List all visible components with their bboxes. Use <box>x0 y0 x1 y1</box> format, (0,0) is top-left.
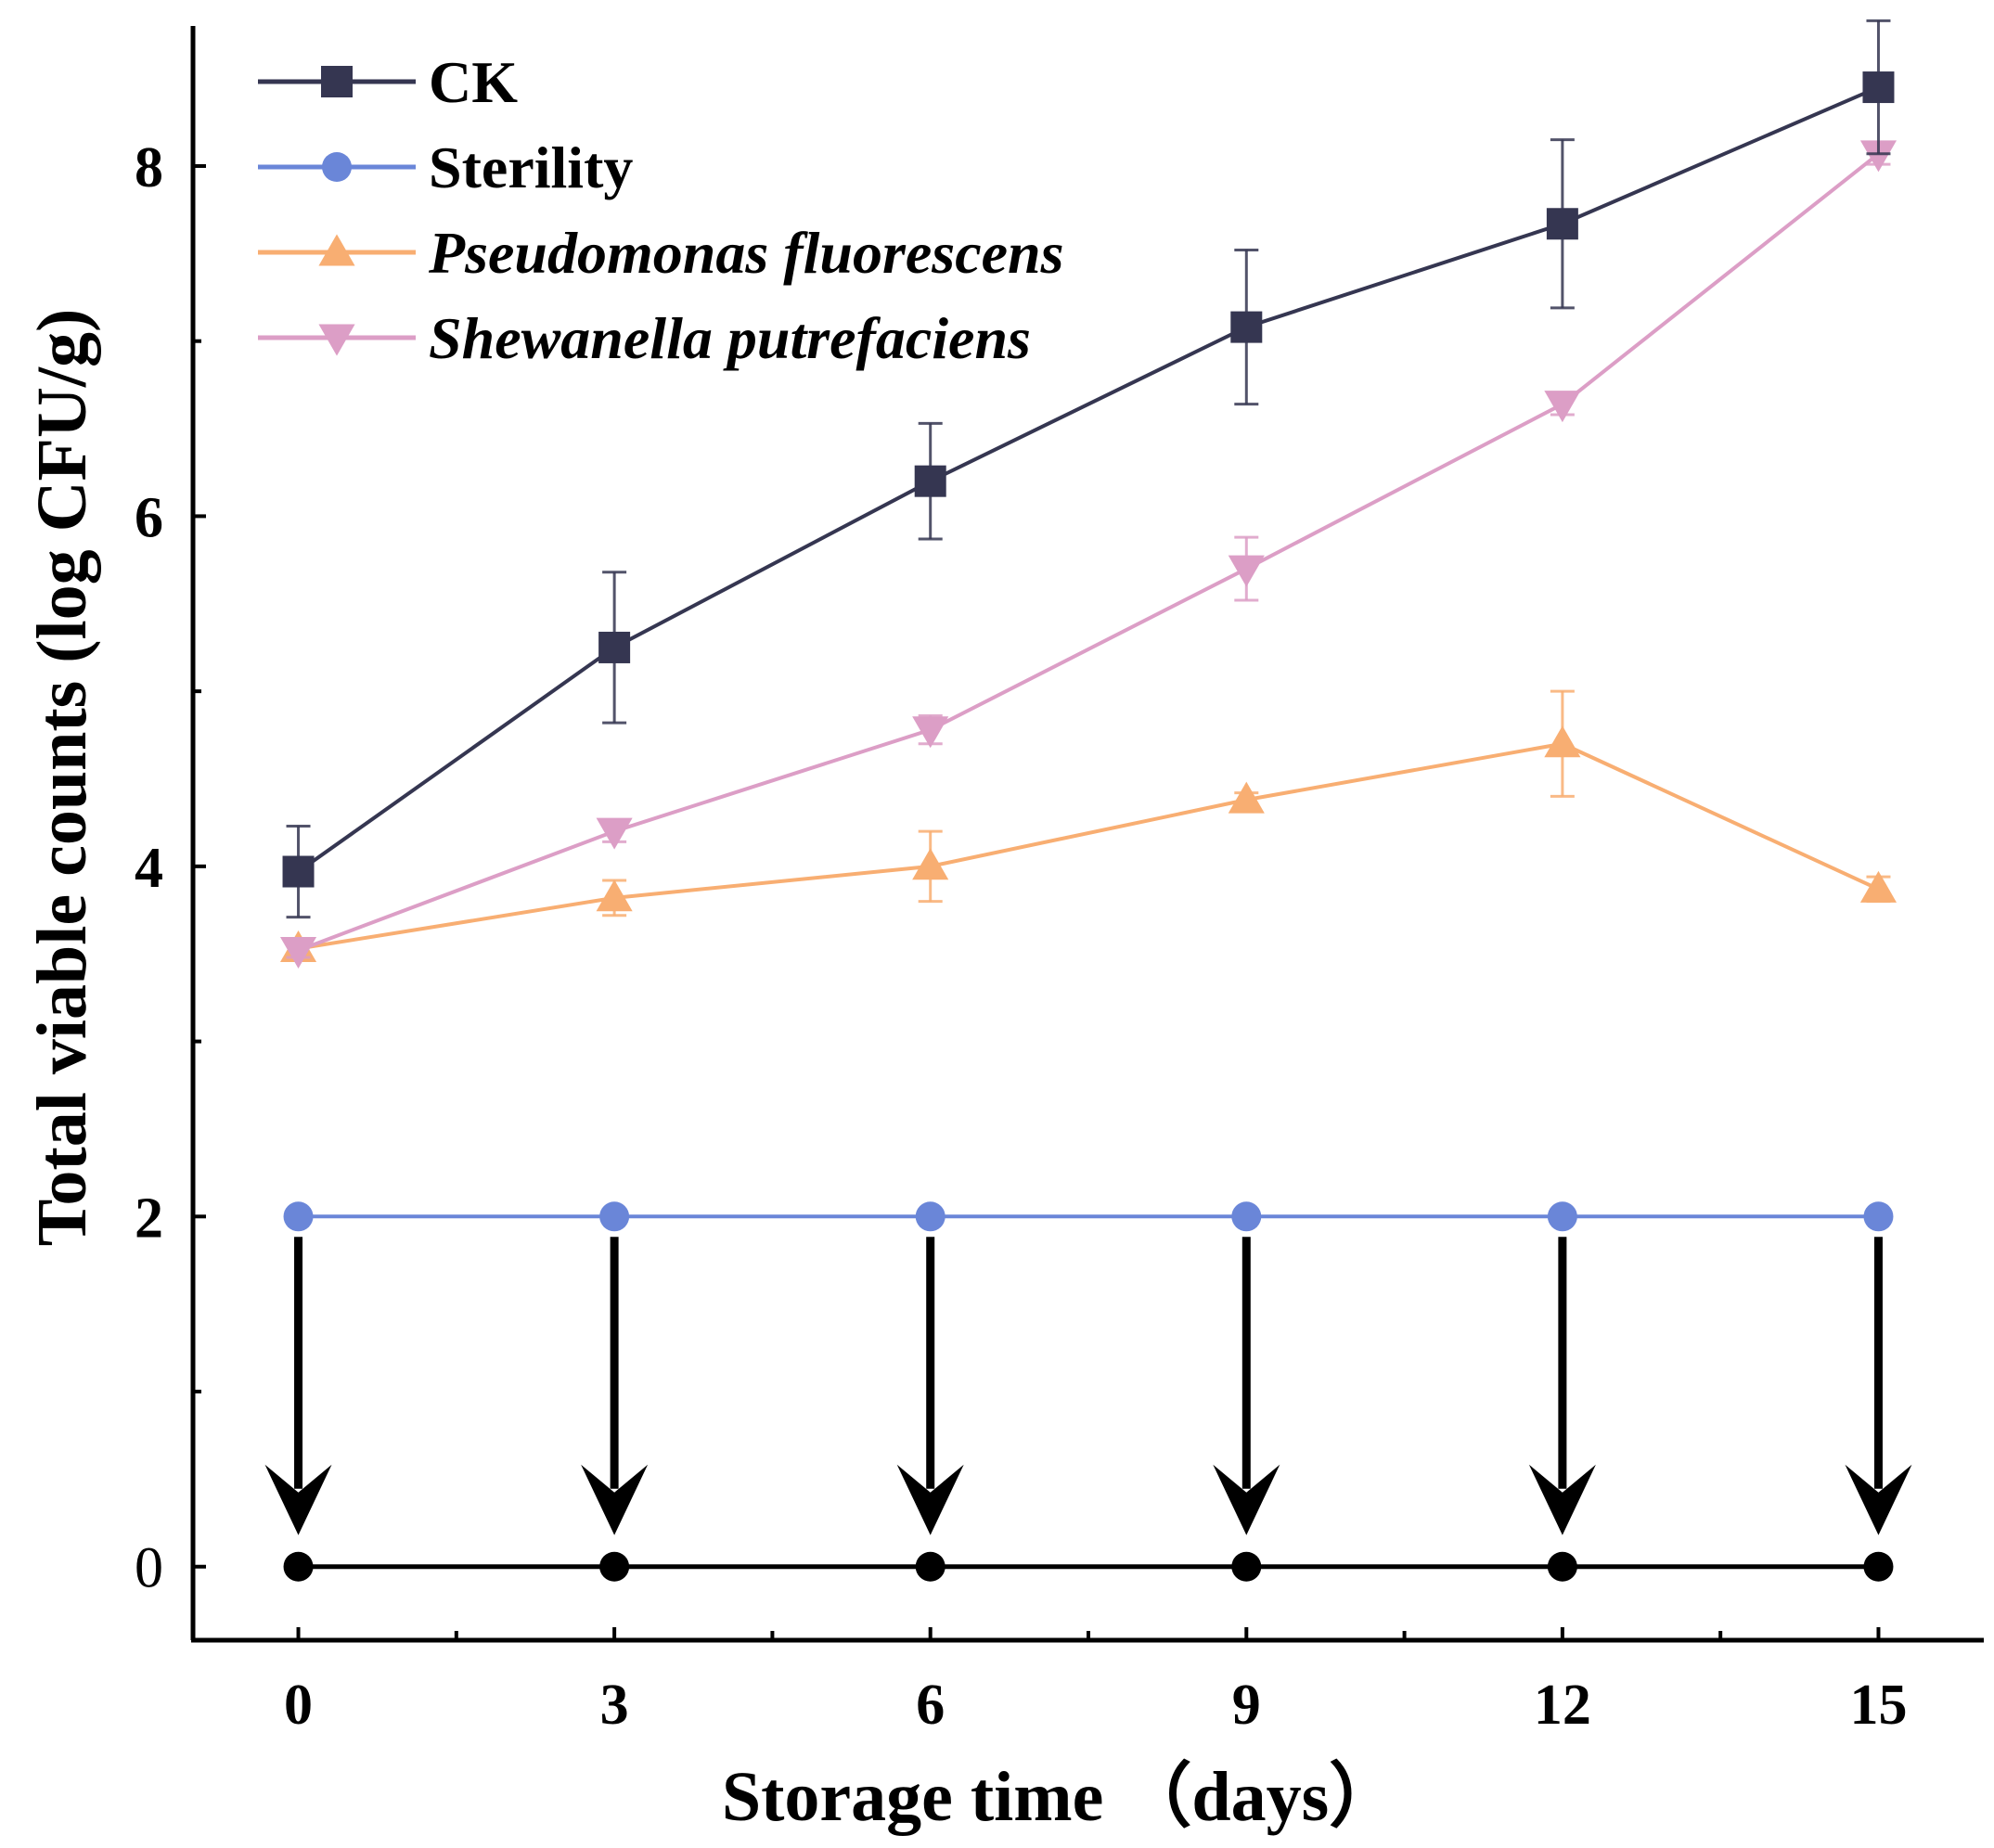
y-tick-label: 4 <box>135 837 163 900</box>
data-point <box>596 817 633 850</box>
legend-item: Sterility <box>258 135 633 200</box>
data-point <box>1228 781 1265 814</box>
zero-line-layer <box>283 1551 1894 1582</box>
arrow-head <box>1528 1464 1596 1535</box>
arrow <box>1213 1237 1280 1535</box>
series-line-shewanella-putrefaciens <box>297 152 1880 953</box>
arrow <box>264 1237 332 1535</box>
arrow-head <box>896 1464 964 1535</box>
arrow <box>1845 1237 1912 1535</box>
legend-marker <box>321 66 353 97</box>
data-point <box>1230 311 1263 343</box>
legend-label: Sterility <box>429 135 633 200</box>
series-line-pseudomonas-fluorescens <box>298 741 1880 951</box>
y-axis-title: Total viable counts (log CFU/g) <box>23 309 101 1247</box>
series-shewanella-putrefaciens <box>279 140 1898 969</box>
legend-marker <box>318 234 355 266</box>
series-layer <box>279 19 1898 1232</box>
zero-point <box>1547 1551 1577 1582</box>
legend-item: CK <box>258 49 518 115</box>
legend-item: Shewanella putrefaciens <box>258 305 1031 371</box>
arrow-head <box>1213 1464 1280 1535</box>
data-point <box>915 1201 946 1232</box>
zero-point <box>1863 1551 1894 1582</box>
x-tick-label: 6 <box>916 1674 945 1737</box>
data-point <box>599 1201 630 1232</box>
y-tick-label: 2 <box>135 1187 163 1250</box>
axes: 0 2 4 6 8 0 3 6 9 12 15 <box>135 26 1984 1737</box>
data-point <box>1547 1201 1577 1232</box>
series-pseudomonas-fluorescens <box>279 689 1898 963</box>
legend-label: Shewanella putrefaciens <box>429 305 1031 371</box>
data-point <box>912 848 949 880</box>
data-point <box>596 879 633 912</box>
legend-item: Pseudomonas fluorescens <box>258 220 1064 286</box>
arrow <box>896 1237 964 1535</box>
data-point <box>914 465 946 497</box>
data-point <box>279 936 317 969</box>
series-sterility <box>283 1201 1894 1232</box>
data-point <box>1546 208 1578 240</box>
data-point <box>1863 1201 1894 1232</box>
x-tick-label: 12 <box>1534 1674 1591 1737</box>
arrow-head <box>264 1464 332 1535</box>
zero-point <box>915 1551 946 1582</box>
arrow <box>1528 1237 1596 1535</box>
x-tick-label: 3 <box>600 1674 629 1737</box>
data-point <box>1544 391 1581 423</box>
legend-marker <box>318 324 355 356</box>
series-line-ck <box>297 85 1880 874</box>
arrows-layer <box>264 1237 1912 1535</box>
zero-point <box>1231 1551 1262 1582</box>
data-point <box>1862 71 1895 104</box>
zero-point <box>599 1551 630 1582</box>
data-point <box>1228 555 1265 587</box>
series-ck <box>282 19 1895 919</box>
legend-marker <box>322 152 352 182</box>
data-point <box>912 716 949 749</box>
x-tick-label: 9 <box>1232 1674 1261 1737</box>
x-tick-label: 15 <box>1849 1674 1907 1737</box>
data-point <box>1231 1201 1262 1232</box>
y-tick-label: 0 <box>135 1537 163 1600</box>
arrow-head <box>1845 1464 1912 1535</box>
data-point <box>1544 725 1581 758</box>
data-point <box>598 631 631 663</box>
x-tick-label: 0 <box>284 1674 313 1737</box>
y-tick-label: 8 <box>135 136 163 199</box>
arrow-head <box>581 1464 649 1535</box>
data-point <box>1859 140 1898 173</box>
data-point <box>282 855 315 888</box>
zero-point <box>283 1551 314 1582</box>
data-point <box>1859 870 1898 903</box>
legend: CK Sterility Pseudomonas fluorescens Shewan… <box>258 49 1064 371</box>
legend-label: CK <box>429 49 518 115</box>
arrow <box>581 1237 649 1535</box>
legend-label: Pseudomonas fluorescens <box>428 220 1064 286</box>
data-point <box>283 1201 314 1232</box>
y-tick-label: 6 <box>135 486 163 549</box>
x-axis-title: Storage time （days） <box>722 1758 1399 1836</box>
